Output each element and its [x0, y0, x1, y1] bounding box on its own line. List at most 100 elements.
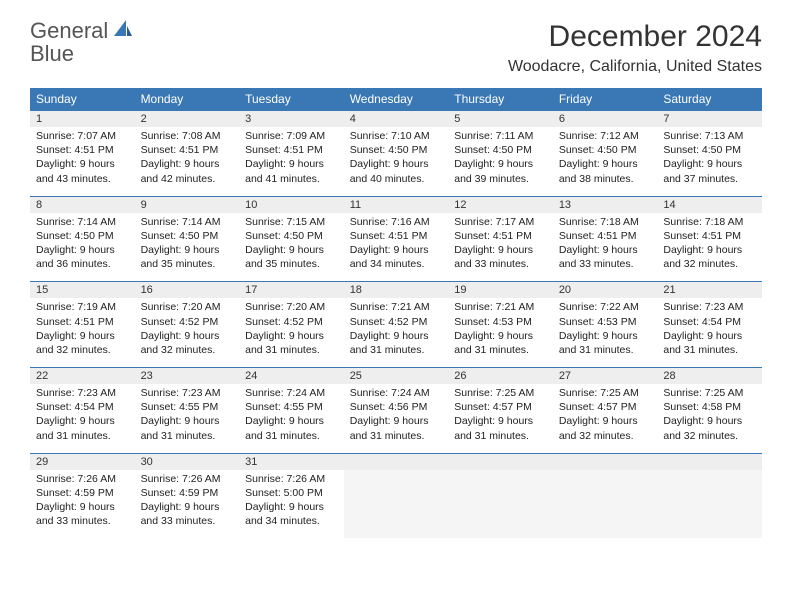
sunrise-text: Sunrise: 7:25 AM — [559, 386, 652, 400]
daylight-text: Daylight: 9 hours and 37 minutes. — [663, 157, 756, 185]
day-detail-cell: Sunrise: 7:21 AMSunset: 4:52 PMDaylight:… — [344, 298, 449, 367]
daylight-text: Daylight: 9 hours and 32 minutes. — [559, 414, 652, 442]
day-detail-cell: Sunrise: 7:13 AMSunset: 4:50 PMDaylight:… — [657, 127, 762, 196]
weekday-header-row: Sunday Monday Tuesday Wednesday Thursday… — [30, 88, 762, 111]
daylight-text: Daylight: 9 hours and 39 minutes. — [454, 157, 547, 185]
daynum-row: 891011121314 — [30, 196, 762, 213]
sunrise-text: Sunrise: 7:18 AM — [663, 215, 756, 229]
day-number: 25 — [350, 370, 362, 382]
day-number-cell: 18 — [344, 282, 449, 299]
day-number-cell: 14 — [657, 196, 762, 213]
sunset-text: Sunset: 4:52 PM — [245, 315, 338, 329]
day-number: 2 — [141, 113, 147, 125]
day-detail-cell: Sunrise: 7:24 AMSunset: 4:56 PMDaylight:… — [344, 384, 449, 453]
daylight-text: Daylight: 9 hours and 31 minutes. — [454, 329, 547, 357]
col-tuesday: Tuesday — [239, 88, 344, 111]
day-number: 28 — [663, 370, 675, 382]
sunrise-text: Sunrise: 7:21 AM — [350, 300, 443, 314]
day-detail-cell: Sunrise: 7:15 AMSunset: 4:50 PMDaylight:… — [239, 213, 344, 282]
detail-row: Sunrise: 7:23 AMSunset: 4:54 PMDaylight:… — [30, 384, 762, 453]
day-number: 8 — [36, 199, 42, 211]
day-number-cell: 9 — [135, 196, 240, 213]
daylight-text: Daylight: 9 hours and 31 minutes. — [454, 414, 547, 442]
sunset-text: Sunset: 4:51 PM — [350, 229, 443, 243]
sunset-text: Sunset: 4:56 PM — [350, 400, 443, 414]
sunrise-text: Sunrise: 7:10 AM — [350, 129, 443, 143]
logo: General Blue — [30, 20, 134, 66]
sunrise-text: Sunrise: 7:18 AM — [559, 215, 652, 229]
sunrise-text: Sunrise: 7:13 AM — [663, 129, 756, 143]
detail-row: Sunrise: 7:07 AMSunset: 4:51 PMDaylight:… — [30, 127, 762, 196]
day-number-cell: 20 — [553, 282, 658, 299]
sunset-text: Sunset: 4:50 PM — [663, 143, 756, 157]
logo-word2: Blue — [30, 41, 74, 66]
sunset-text: Sunset: 4:51 PM — [36, 143, 129, 157]
sunset-text: Sunset: 4:52 PM — [141, 315, 234, 329]
day-number: 26 — [454, 370, 466, 382]
sunrise-text: Sunrise: 7:20 AM — [245, 300, 338, 314]
sunrise-text: Sunrise: 7:15 AM — [245, 215, 338, 229]
sunset-text: Sunset: 4:58 PM — [663, 400, 756, 414]
day-number-cell: 6 — [553, 111, 658, 128]
sunrise-text: Sunrise: 7:26 AM — [141, 472, 234, 486]
daylight-text: Daylight: 9 hours and 36 minutes. — [36, 243, 129, 271]
daylight-text: Daylight: 9 hours and 33 minutes. — [36, 500, 129, 528]
sunset-text: Sunset: 5:00 PM — [245, 486, 338, 500]
daylight-text: Daylight: 9 hours and 31 minutes. — [559, 329, 652, 357]
daylight-text: Daylight: 9 hours and 38 minutes. — [559, 157, 652, 185]
day-number: 27 — [559, 370, 571, 382]
day-number-cell: 24 — [239, 368, 344, 385]
sunrise-text: Sunrise: 7:19 AM — [36, 300, 129, 314]
day-number-cell: 12 — [448, 196, 553, 213]
col-monday: Monday — [135, 88, 240, 111]
header: General Blue December 2024 Woodacre, Cal… — [30, 20, 762, 76]
sunrise-text: Sunrise: 7:08 AM — [141, 129, 234, 143]
daynum-row: 293031 — [30, 453, 762, 470]
sunset-text: Sunset: 4:57 PM — [559, 400, 652, 414]
daylight-text: Daylight: 9 hours and 40 minutes. — [350, 157, 443, 185]
day-detail-cell: Sunrise: 7:20 AMSunset: 4:52 PMDaylight:… — [239, 298, 344, 367]
day-detail-cell: Sunrise: 7:14 AMSunset: 4:50 PMDaylight:… — [135, 213, 240, 282]
day-number: 31 — [245, 456, 257, 468]
day-number: 14 — [663, 199, 675, 211]
day-number: 30 — [141, 456, 153, 468]
day-detail-cell: Sunrise: 7:25 AMSunset: 4:57 PMDaylight:… — [448, 384, 553, 453]
day-number: 10 — [245, 199, 257, 211]
sunset-text: Sunset: 4:50 PM — [245, 229, 338, 243]
sunrise-text: Sunrise: 7:14 AM — [36, 215, 129, 229]
sunset-text: Sunset: 4:50 PM — [454, 143, 547, 157]
day-number: 20 — [559, 284, 571, 296]
day-number: 6 — [559, 113, 565, 125]
day-number-cell: 15 — [30, 282, 135, 299]
daylight-text: Daylight: 9 hours and 34 minutes. — [245, 500, 338, 528]
daylight-text: Daylight: 9 hours and 33 minutes. — [454, 243, 547, 271]
day-number: 3 — [245, 113, 251, 125]
daynum-row: 15161718192021 — [30, 282, 762, 299]
day-number: 11 — [350, 199, 361, 211]
day-number-cell: 25 — [344, 368, 449, 385]
sunrise-text: Sunrise: 7:23 AM — [141, 386, 234, 400]
day-detail-cell: Sunrise: 7:11 AMSunset: 4:50 PMDaylight:… — [448, 127, 553, 196]
day-detail-cell: Sunrise: 7:10 AMSunset: 4:50 PMDaylight:… — [344, 127, 449, 196]
day-number: 9 — [141, 199, 147, 211]
day-number: 22 — [36, 370, 48, 382]
sunset-text: Sunset: 4:52 PM — [350, 315, 443, 329]
logo-sail-icon — [112, 20, 134, 43]
detail-row: Sunrise: 7:26 AMSunset: 4:59 PMDaylight:… — [30, 470, 762, 539]
daylight-text: Daylight: 9 hours and 31 minutes. — [36, 414, 129, 442]
day-detail-cell — [553, 470, 658, 539]
sunrise-text: Sunrise: 7:20 AM — [141, 300, 234, 314]
sunrise-text: Sunrise: 7:09 AM — [245, 129, 338, 143]
day-number: 17 — [245, 284, 257, 296]
day-number-cell: 8 — [30, 196, 135, 213]
daylight-text: Daylight: 9 hours and 32 minutes. — [663, 243, 756, 271]
day-number-cell: 2 — [135, 111, 240, 128]
sunset-text: Sunset: 4:51 PM — [245, 143, 338, 157]
sunset-text: Sunset: 4:57 PM — [454, 400, 547, 414]
day-number-cell: 31 — [239, 453, 344, 470]
day-number-cell: 3 — [239, 111, 344, 128]
sunset-text: Sunset: 4:55 PM — [245, 400, 338, 414]
day-number-cell: 27 — [553, 368, 658, 385]
day-number-cell: 17 — [239, 282, 344, 299]
col-wednesday: Wednesday — [344, 88, 449, 111]
